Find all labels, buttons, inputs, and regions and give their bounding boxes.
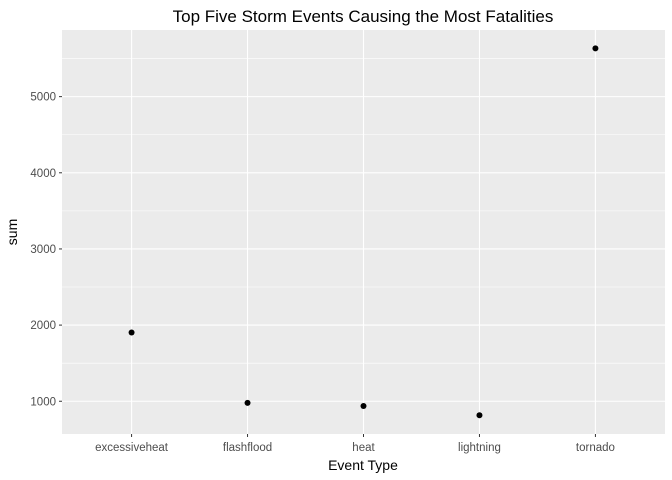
y-tick-label: 5000	[30, 92, 56, 104]
data-point	[360, 403, 367, 410]
y-axis-title: sum	[4, 219, 20, 245]
x-tick-label: tornado	[576, 442, 615, 454]
y-tick-label: 1000	[30, 396, 56, 408]
data-point	[244, 399, 251, 406]
x-tick-label: heat	[352, 442, 375, 454]
y-tick-label: 2000	[30, 320, 56, 332]
data-points	[128, 45, 599, 419]
data-point	[476, 412, 483, 419]
x-axis: excessiveheat flashflood heat lightning torn…	[95, 434, 615, 454]
y-axis: 1000 2000 3000 4000 5000	[30, 92, 62, 408]
y-tick-label: 4000	[30, 168, 56, 180]
major-gridlines	[62, 30, 665, 434]
x-tick-label: lightning	[458, 442, 501, 454]
data-point	[592, 45, 599, 52]
x-axis-title: Event Type	[328, 457, 398, 473]
chart-title: Top Five Storm Events Causing the Most F…	[173, 7, 554, 26]
x-tick-label: excessiveheat	[95, 442, 169, 454]
y-tick-label: 3000	[30, 244, 56, 256]
x-tick-label: flashflood	[223, 442, 272, 454]
data-point	[128, 329, 135, 336]
